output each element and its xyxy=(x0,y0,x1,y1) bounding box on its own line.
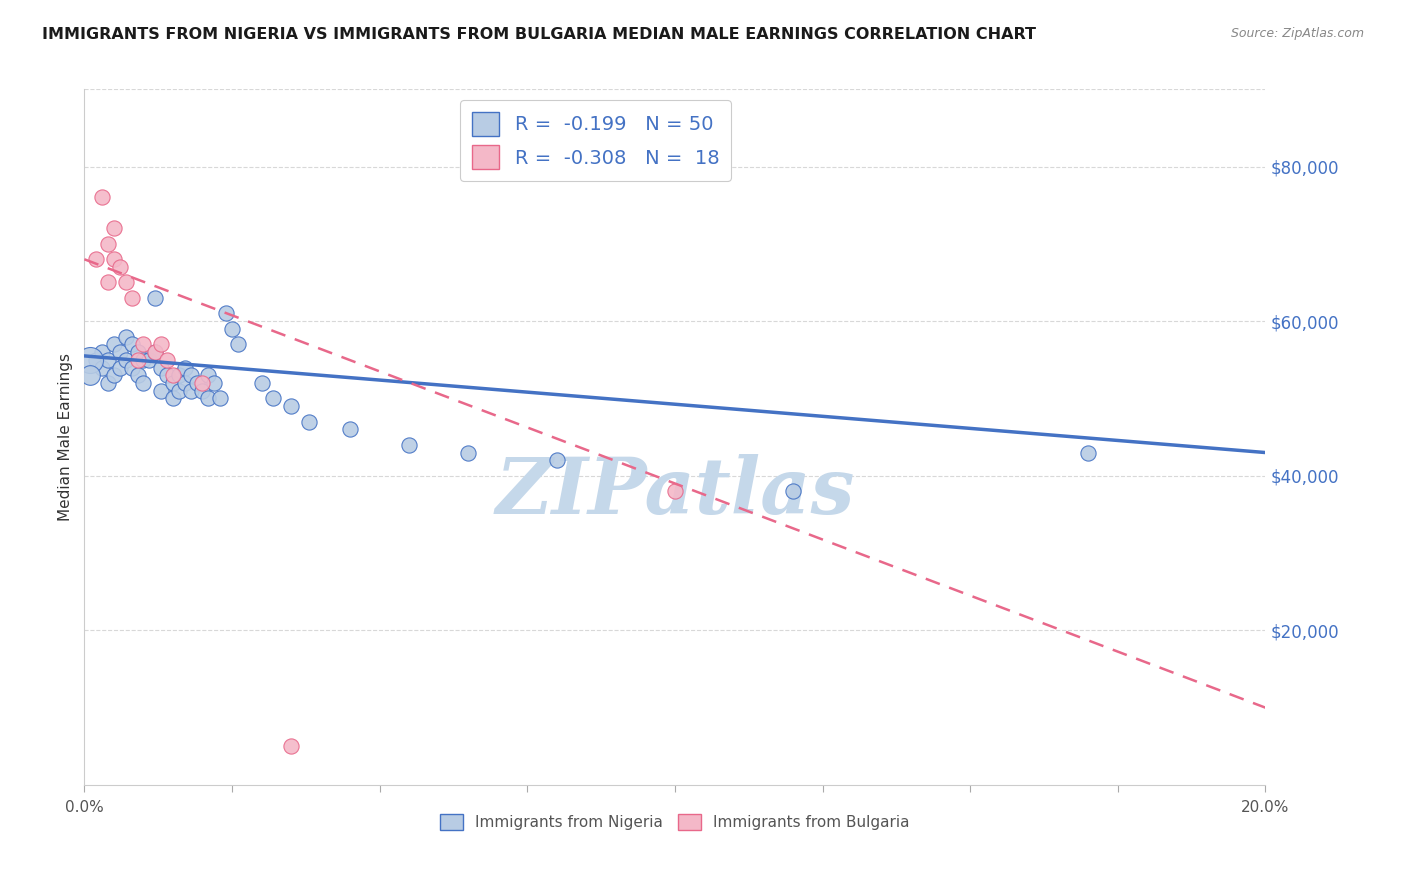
Point xyxy=(132,352,155,367)
Point xyxy=(173,360,195,375)
Point xyxy=(97,276,120,290)
Point xyxy=(197,368,219,383)
Point xyxy=(91,345,114,359)
Point xyxy=(91,190,114,204)
Point xyxy=(121,360,143,375)
Point xyxy=(197,392,219,406)
Point xyxy=(339,422,361,436)
Y-axis label: Median Male Earnings: Median Male Earnings xyxy=(58,353,73,521)
Point xyxy=(664,484,686,499)
Point xyxy=(103,337,125,351)
Point xyxy=(121,337,143,351)
Point xyxy=(298,415,321,429)
Point xyxy=(114,276,136,290)
Point xyxy=(108,260,131,274)
Point xyxy=(457,445,479,459)
Point xyxy=(150,360,173,375)
Point xyxy=(215,306,238,320)
Point xyxy=(202,376,225,390)
Point xyxy=(108,360,131,375)
Point xyxy=(262,392,284,406)
Point xyxy=(167,368,190,383)
Point xyxy=(150,384,173,398)
Point xyxy=(180,384,202,398)
Point xyxy=(138,352,160,367)
Text: ZIPatlas: ZIPatlas xyxy=(495,455,855,531)
Point xyxy=(162,376,184,390)
Point xyxy=(97,352,120,367)
Point xyxy=(280,399,302,413)
Point xyxy=(143,291,166,305)
Point xyxy=(191,384,214,398)
Point xyxy=(191,376,214,390)
Point xyxy=(209,392,232,406)
Point xyxy=(180,368,202,383)
Point xyxy=(782,484,804,499)
Point xyxy=(114,329,136,343)
Point xyxy=(226,337,249,351)
Point xyxy=(132,376,155,390)
Point xyxy=(167,384,190,398)
Point xyxy=(84,252,107,267)
Point xyxy=(162,392,184,406)
Point xyxy=(108,345,131,359)
Point xyxy=(97,236,120,251)
Point xyxy=(162,368,184,383)
Point xyxy=(114,352,136,367)
Point xyxy=(103,221,125,235)
Point xyxy=(127,345,149,359)
Point xyxy=(156,352,179,367)
Point xyxy=(127,368,149,383)
Point xyxy=(398,438,420,452)
Point xyxy=(546,453,568,467)
Point xyxy=(84,352,107,367)
Point xyxy=(173,376,195,390)
Point xyxy=(79,368,101,383)
Legend: Immigrants from Nigeria, Immigrants from Bulgaria: Immigrants from Nigeria, Immigrants from… xyxy=(434,808,915,837)
Point xyxy=(127,352,149,367)
Text: Source: ZipAtlas.com: Source: ZipAtlas.com xyxy=(1230,27,1364,40)
Point xyxy=(143,345,166,359)
Point xyxy=(186,376,208,390)
Point xyxy=(91,360,114,375)
Point xyxy=(103,368,125,383)
Point xyxy=(143,345,166,359)
Point xyxy=(150,337,173,351)
Point xyxy=(79,352,101,367)
Point xyxy=(250,376,273,390)
Point xyxy=(103,252,125,267)
Point xyxy=(121,291,143,305)
Point xyxy=(97,376,120,390)
Point xyxy=(156,368,179,383)
Text: IMMIGRANTS FROM NIGERIA VS IMMIGRANTS FROM BULGARIA MEDIAN MALE EARNINGS CORRELA: IMMIGRANTS FROM NIGERIA VS IMMIGRANTS FR… xyxy=(42,27,1036,42)
Point xyxy=(132,337,155,351)
Point xyxy=(1077,445,1099,459)
Point xyxy=(221,322,243,336)
Point xyxy=(280,739,302,754)
